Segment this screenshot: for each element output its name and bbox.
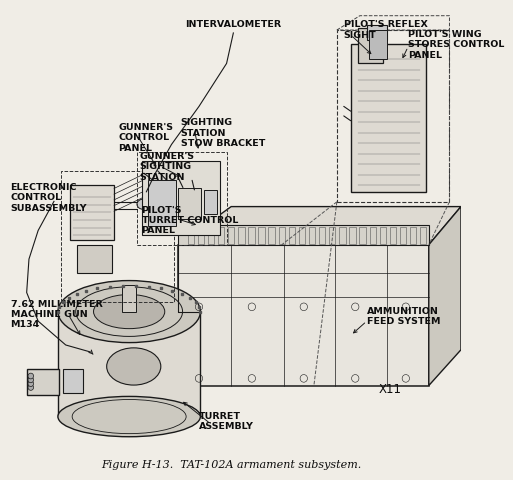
Bar [349, 227, 356, 244]
Bar [248, 227, 254, 244]
Text: INTERVALOMETER: INTERVALOMETER [185, 21, 282, 29]
Bar [339, 227, 346, 244]
Bar [179, 245, 429, 385]
Polygon shape [429, 206, 461, 385]
Text: X11: X11 [378, 383, 401, 396]
Circle shape [28, 373, 33, 379]
Bar [208, 227, 214, 244]
Bar [420, 227, 426, 244]
Bar [390, 227, 396, 244]
Bar [351, 44, 426, 192]
Ellipse shape [58, 396, 201, 437]
Bar [58, 312, 201, 417]
Bar [204, 190, 218, 214]
Bar [258, 227, 265, 244]
Text: Figure H-13.  TAT-102A armament subsystem.: Figure H-13. TAT-102A armament subsystem… [101, 460, 361, 470]
Bar [329, 227, 336, 244]
Ellipse shape [107, 348, 161, 385]
Bar [289, 227, 295, 244]
Circle shape [28, 377, 33, 383]
Bar [358, 28, 383, 63]
Bar [337, 30, 449, 202]
Bar [27, 369, 59, 395]
Ellipse shape [93, 295, 165, 329]
Bar [309, 227, 315, 244]
Circle shape [28, 384, 33, 390]
Bar [369, 30, 387, 59]
Bar [179, 225, 429, 245]
Text: GUNNER'S
SIGHTING
STATION: GUNNER'S SIGHTING STATION [139, 152, 194, 181]
Bar [299, 227, 305, 244]
Bar [137, 152, 227, 245]
Bar [179, 188, 201, 218]
Text: 7.62 MILLIMETER
MACHINE GUN
M134: 7.62 MILLIMETER MACHINE GUN M134 [11, 300, 102, 329]
Bar [380, 227, 386, 244]
Bar [142, 161, 220, 235]
Bar [188, 227, 194, 244]
Bar [367, 25, 387, 39]
Bar [369, 227, 376, 244]
Bar [410, 227, 417, 244]
Bar [70, 185, 114, 240]
Bar [198, 227, 204, 244]
Text: ELECTRONIC
CONTROL
SUBASSEMBLY: ELECTRONIC CONTROL SUBASSEMBLY [11, 183, 87, 213]
Bar [238, 227, 245, 244]
Bar [218, 227, 224, 244]
Ellipse shape [137, 199, 151, 209]
Bar [279, 227, 285, 244]
Ellipse shape [58, 281, 201, 343]
Text: TURRET
ASSEMBLY: TURRET ASSEMBLY [199, 412, 254, 431]
Bar [61, 171, 174, 302]
Bar [63, 369, 83, 393]
Bar [400, 227, 406, 244]
Polygon shape [179, 206, 461, 245]
Bar [360, 227, 366, 244]
Text: SIGHTING
STATION
STOW BRACKET: SIGHTING STATION STOW BRACKET [181, 118, 265, 148]
Bar [122, 285, 136, 312]
Bar [77, 245, 112, 274]
Text: PILOT'S REFLEX
SIGHT: PILOT'S REFLEX SIGHT [344, 21, 428, 40]
Text: PILOT'S
TURRET CONTROL
PANEL: PILOT'S TURRET CONTROL PANEL [142, 205, 238, 236]
Text: GUNNER'S
CONTROL
PANEL: GUNNER'S CONTROL PANEL [119, 123, 173, 153]
Bar [268, 227, 275, 244]
Text: PILOT'S WING
STORES CONTROL
PANEL: PILOT'S WING STORES CONTROL PANEL [408, 30, 504, 60]
Text: AMMUNITION
FEED SYSTEM: AMMUNITION FEED SYSTEM [367, 307, 440, 326]
Bar [148, 180, 176, 226]
Bar [319, 227, 325, 244]
Bar [228, 227, 234, 244]
Circle shape [28, 381, 33, 386]
